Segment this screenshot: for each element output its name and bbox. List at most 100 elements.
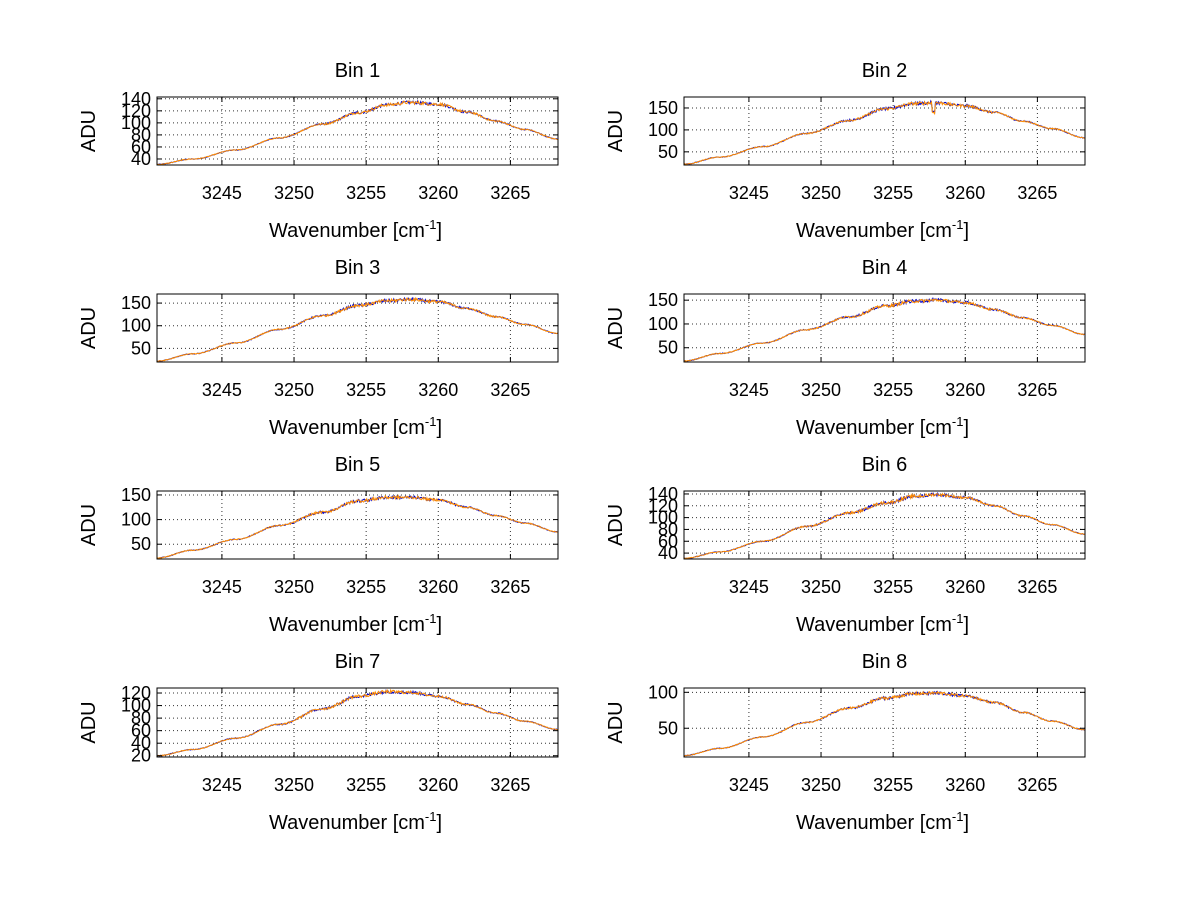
series-orange: [156, 688, 559, 757]
y-tick-label: 80: [131, 708, 151, 728]
y-axis-label: ADU: [605, 307, 627, 349]
x-axis-label: Wavenumber [cm-1]: [796, 217, 969, 242]
y-tick-label: 120: [121, 683, 151, 703]
x-tick-label: 3260: [945, 577, 985, 597]
x-tick-label: 3250: [274, 775, 314, 795]
x-tick-label: 3255: [346, 577, 386, 597]
y-tick-label: 100: [648, 682, 678, 702]
x-tick-label: 3250: [801, 380, 841, 400]
y-tick-label: 50: [658, 142, 678, 162]
series-orange: [156, 100, 559, 166]
x-tick-label: 3245: [729, 380, 769, 400]
x-tick-label: 3245: [202, 775, 242, 795]
x-tick-label: 3250: [801, 577, 841, 597]
y-tick-label: 150: [121, 293, 151, 313]
y-tick-label: 150: [648, 98, 678, 118]
y-tick-label: 100: [648, 508, 678, 528]
series-blue: [156, 296, 559, 362]
y-tick-label: 40: [131, 733, 151, 753]
subplot-title: Bin 6: [862, 454, 908, 476]
x-tick-label: 3265: [1017, 380, 1057, 400]
x-tick-label: 3260: [418, 577, 458, 597]
subplot-bin-5: Bin 5 50 100 150 3245 3250 3255 3260 3265 Wavenum…: [78, 454, 559, 636]
x-axis-label: Wavenumber [cm-1]: [269, 414, 442, 439]
y-tick-label: 120: [648, 496, 678, 516]
x-tick-label: 3245: [729, 577, 769, 597]
y-tick-label: 60: [658, 531, 678, 551]
x-axis-label: Wavenumber [cm-1]: [796, 414, 969, 439]
axes-box: [683, 687, 1086, 758]
y-tick-label: 100: [121, 696, 151, 716]
y-tick-label: 100: [648, 314, 678, 334]
series-orange: [683, 100, 1086, 165]
y-axis-label: ADU: [78, 110, 100, 152]
subplot-bin-4: Bin 4 50 100 150 3245 3250 3255 3260 3265 Wavenum…: [605, 257, 1086, 439]
x-axis-label: Wavenumber [cm-1]: [269, 611, 442, 636]
x-tick-label: 3250: [801, 775, 841, 795]
y-tick-label: 100: [121, 316, 151, 336]
x-tick-label: 3255: [346, 380, 386, 400]
series-orange: [156, 296, 559, 362]
y-axis-label: ADU: [605, 504, 627, 546]
x-tick-label: 3255: [346, 775, 386, 795]
series-blue: [156, 494, 559, 559]
x-tick-label: 3260: [945, 775, 985, 795]
series-orange: [156, 494, 559, 559]
x-tick-label: 3245: [202, 183, 242, 203]
y-tick-label: 50: [131, 534, 151, 554]
axes-box: [156, 687, 559, 758]
y-tick-label: 100: [121, 510, 151, 530]
x-axis-label: Wavenumber [cm-1]: [796, 611, 969, 636]
y-tick-label: 150: [121, 485, 151, 505]
series-blue: [683, 690, 1086, 757]
axes-box: [156, 293, 559, 363]
x-tick-label: 3265: [490, 183, 530, 203]
x-tick-label: 3250: [274, 380, 314, 400]
y-axis-label: ADU: [78, 701, 100, 743]
subplot-title: Bin 1: [335, 60, 381, 82]
y-tick-label: 60: [131, 721, 151, 741]
y-axis-label: ADU: [605, 110, 627, 152]
x-tick-label: 3260: [945, 183, 985, 203]
y-tick-label: 150: [648, 290, 678, 310]
y-tick-label: 40: [131, 149, 151, 169]
y-tick-label: 50: [131, 338, 151, 358]
x-tick-label: 3265: [490, 775, 530, 795]
y-tick-label: 140: [121, 89, 151, 109]
x-tick-label: 3245: [202, 380, 242, 400]
y-tick-label: 140: [648, 484, 678, 504]
x-tick-label: 3255: [873, 183, 913, 203]
axes-box: [683, 293, 1086, 363]
y-tick-label: 40: [658, 543, 678, 563]
subplot-title: Bin 2: [862, 60, 908, 82]
series-orange: [683, 492, 1086, 560]
x-tick-label: 3255: [873, 775, 913, 795]
x-tick-label: 3260: [418, 183, 458, 203]
y-tick-label: 60: [131, 137, 151, 157]
series-orange: [683, 690, 1086, 757]
series-blue: [683, 297, 1086, 362]
x-tick-label: 3265: [490, 577, 530, 597]
x-tick-label: 3250: [274, 183, 314, 203]
y-tick-label: 80: [131, 125, 151, 145]
y-tick-label: 80: [658, 519, 678, 539]
x-tick-label: 3255: [873, 577, 913, 597]
subplot-title: Bin 3: [335, 257, 381, 279]
subplot-title: Bin 4: [862, 257, 908, 279]
x-tick-label: 3260: [945, 380, 985, 400]
x-tick-label: 3255: [873, 380, 913, 400]
subplot-bin-8: Bin 8 50 100 3245 3250 3255 3260 3265 Wavenumber…: [605, 651, 1086, 834]
subplot-title: Bin 7: [335, 651, 381, 673]
y-tick-label: 100: [121, 113, 151, 133]
x-axis-label: Wavenumber [cm-1]: [269, 809, 442, 834]
x-axis-label: Wavenumber [cm-1]: [796, 809, 969, 834]
y-tick-label: 20: [131, 746, 151, 766]
series-blue: [683, 99, 1086, 166]
x-tick-label: 3260: [418, 775, 458, 795]
x-tick-label: 3265: [1017, 577, 1057, 597]
x-tick-label: 3265: [490, 380, 530, 400]
y-axis-label: ADU: [78, 307, 100, 349]
